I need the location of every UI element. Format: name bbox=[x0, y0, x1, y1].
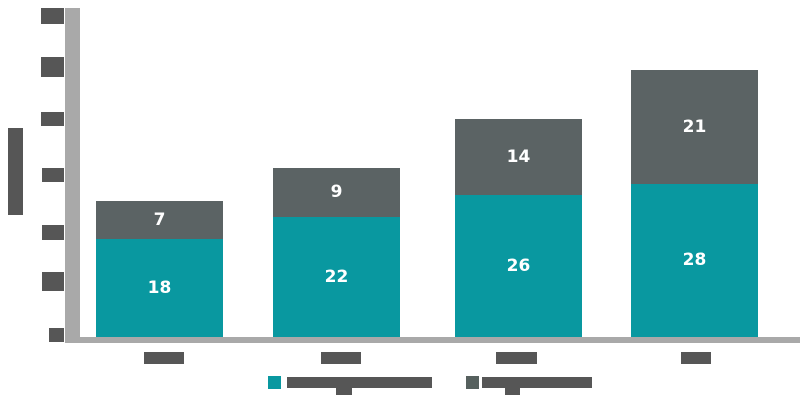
y-tick-label-redacted bbox=[49, 328, 64, 342]
legend-label-redacted bbox=[482, 377, 592, 388]
bar-value-label: 18 bbox=[147, 277, 172, 298]
y-tick-label-redacted bbox=[41, 8, 64, 24]
bar-group-4: 21 28 bbox=[631, 70, 758, 337]
bar-group-2: 9 22 bbox=[273, 168, 400, 337]
bar-value-label: 9 bbox=[330, 182, 343, 202]
bar-group-1: 7 18 bbox=[96, 201, 223, 337]
legend-label-redacted bbox=[287, 377, 432, 388]
bar-segment-top[interactable]: 7 bbox=[96, 201, 223, 239]
x-tick-label-redacted bbox=[321, 352, 361, 364]
y-tick-label-redacted bbox=[42, 168, 64, 182]
x-tick-label-redacted bbox=[681, 352, 711, 364]
y-tick-label-redacted bbox=[42, 272, 64, 291]
bar-value-label: 7 bbox=[153, 209, 166, 230]
legend-swatch-gray bbox=[466, 376, 479, 389]
legend-swatch-teal bbox=[268, 376, 281, 389]
y-axis-title-redacted bbox=[8, 128, 23, 215]
y-axis-line bbox=[65, 8, 80, 343]
bar-group-3: 14 26 bbox=[455, 119, 582, 337]
bar-segment-top[interactable]: 21 bbox=[631, 70, 758, 184]
bar-value-label: 22 bbox=[324, 266, 349, 287]
bar-segment-bottom[interactable]: 22 bbox=[273, 217, 400, 337]
y-tick-label-redacted bbox=[41, 57, 64, 77]
y-tick-label-redacted bbox=[41, 112, 64, 126]
bar-segment-top[interactable]: 14 bbox=[455, 119, 582, 195]
legend-label-descender-redacted bbox=[336, 388, 352, 395]
x-tick-label-redacted bbox=[144, 352, 184, 364]
y-tick-label-redacted bbox=[42, 225, 64, 240]
bar-value-label: 26 bbox=[506, 255, 531, 276]
bar-value-label: 14 bbox=[506, 146, 531, 167]
legend-label-descender-redacted bbox=[505, 388, 520, 395]
bar-segment-bottom[interactable]: 18 bbox=[96, 239, 223, 337]
bar-segment-top[interactable]: 9 bbox=[273, 168, 400, 217]
bar-value-label: 28 bbox=[682, 250, 707, 270]
bar-segment-bottom[interactable]: 26 bbox=[455, 195, 582, 337]
x-tick-label-redacted bbox=[496, 352, 537, 364]
bar-value-label: 21 bbox=[682, 116, 707, 137]
bar-segment-bottom[interactable]: 28 bbox=[631, 184, 758, 337]
x-axis-line bbox=[65, 337, 800, 343]
